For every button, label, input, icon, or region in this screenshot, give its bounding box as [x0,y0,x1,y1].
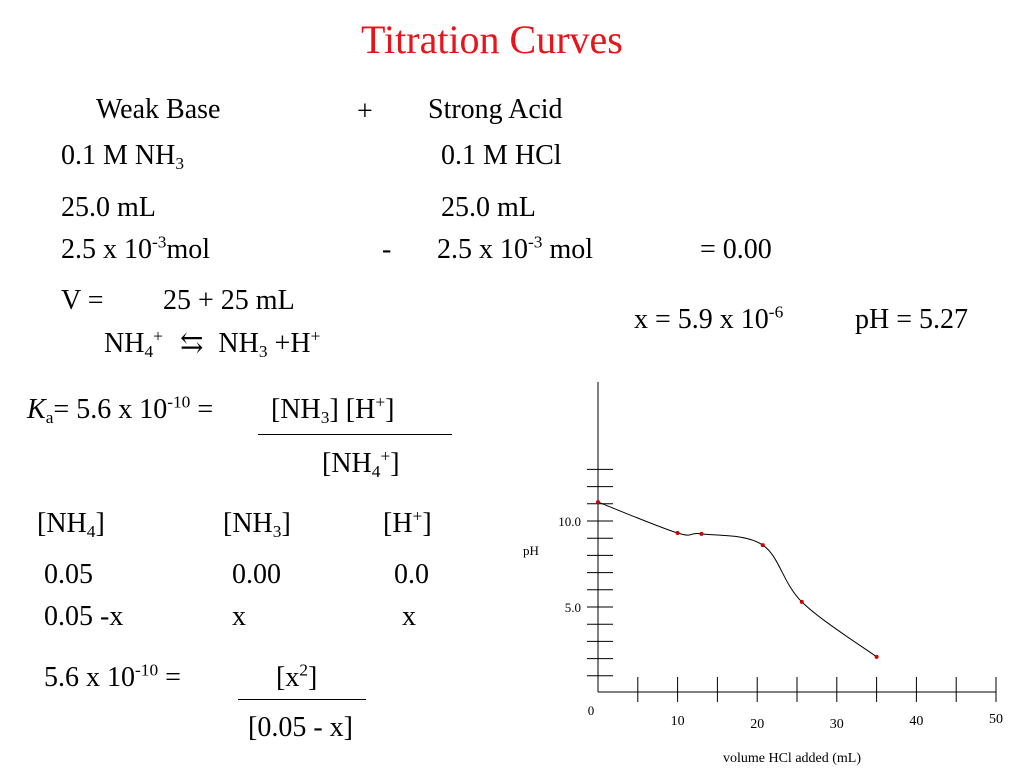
weak-base-heading: Weak Base [96,94,221,125]
x-tick-label: 20 [750,717,764,732]
y-tick-label: 5.0 [565,600,581,615]
x-tick-label: 30 [830,717,844,732]
volume-value: 25 + 25 mL [163,285,295,316]
chart-labels: 10 20 30 40 50 5.0 10.0 0 pH volume HCl added (mL… [523,514,1003,766]
volume-label: V = [61,285,104,316]
final-equation-numerator: [x2] [276,660,318,693]
base-moles: 2.5 x 10-3mol [61,232,211,265]
data-point [675,531,680,536]
ice-initial-nh3: 0.00 [232,559,281,590]
base-volume: 25.0 mL [61,192,156,223]
equilibrium-equation: NH4+ ⇆ NH3 +H+ [104,326,321,362]
acid-volume: 25.0 mL [441,192,536,223]
y-axis-label: pH [523,543,539,558]
ka-expression: Ka= 5.6 x 10-10 = [27,392,214,428]
x-tick-label: 40 [909,714,923,729]
minus-sign: - [382,234,392,265]
ice-initial-h: 0.0 [394,559,429,590]
ka-fraction-bar [258,434,452,435]
ice-equil-nh3: x [232,601,246,632]
x-result: x = 5.9 x 10-6 [634,302,784,335]
moles-result: = 0.00 [700,234,772,265]
ice-header-nh3: [NH3] [223,508,291,542]
data-point [799,599,804,604]
page-title: Titration Curves [361,17,623,62]
x-tick-label: 50 [989,712,1003,727]
acid-concentration: 0.1 M HCl [441,140,562,171]
final-equation-lhs: 5.6 x 10-10 = [44,660,181,693]
chart-points [596,500,879,659]
x-tick-label: 10 [671,714,685,729]
strong-acid-heading: Strong Acid [428,94,563,125]
ka-denominator: [NH4+] [322,446,400,482]
ice-initial-nh4: 0.05 [44,559,93,590]
origin-label: 0 [588,703,595,718]
data-point [699,531,704,536]
final-equation-denominator: [0.05 - x] [248,712,353,743]
chart-axes [597,382,996,693]
ice-equil-nh4: 0.05 -x [44,601,124,632]
data-point [874,654,879,659]
titration-curve [597,501,877,658]
base-concentration: 0.1 M NH3 [61,140,185,174]
ice-equil-h: x [402,601,416,632]
ice-header-nh4: [NH4] [37,508,105,542]
acid-moles: 2.5 x 10-3 mol [437,232,594,265]
x-axis-label: volume HCl added (mL) [723,751,861,766]
plus-sign: + [357,96,373,127]
y-tick-label: 10.0 [558,514,581,529]
ka-numerator: [NH3] [H+] [271,392,395,428]
chart-ticks [587,468,997,702]
final-fraction-bar [238,699,366,700]
equilibrium-arrow-icon: ⇆ [179,328,204,359]
data-point [760,543,765,548]
data-point [596,500,600,505]
ph-result: pH = 5.27 [855,304,969,335]
ice-header-h: [H+] [383,506,432,539]
